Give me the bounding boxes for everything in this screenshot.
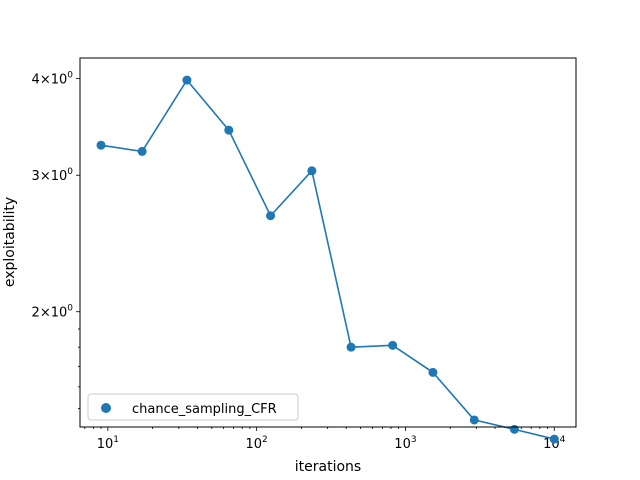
legend: chance_sampling_CFR	[87, 393, 299, 421]
x-tick-label: 102	[246, 435, 268, 452]
data-point	[96, 140, 106, 150]
y-axis: 2×100 3×100 4×100	[32, 70, 80, 409]
plot-frame	[79, 57, 577, 428]
data-point	[266, 211, 276, 221]
data-point	[549, 434, 559, 444]
legend-marker	[101, 403, 111, 413]
data-point	[224, 125, 234, 135]
data-point	[469, 415, 479, 425]
series-layer	[96, 75, 559, 444]
x-axis-label: iterations	[295, 459, 361, 475]
y-axis-label: exploitability	[2, 197, 18, 287]
data-point	[182, 75, 192, 85]
series-line	[100, 78, 555, 440]
data-point	[137, 146, 147, 156]
legend-box	[87, 393, 299, 421]
data-point	[346, 342, 356, 352]
y-tick-label: 3×100	[32, 167, 74, 184]
data-point	[428, 367, 438, 377]
legend-label: chance_sampling_CFR	[132, 402, 277, 417]
data-point	[307, 166, 317, 176]
data-point	[388, 340, 398, 350]
y-tick-label: 4×100	[32, 70, 74, 87]
y-tick-label: 2×100	[32, 304, 74, 321]
x-tick-label: 103	[394, 435, 416, 452]
data-point	[509, 424, 519, 434]
x-axis: 101 102 103 104	[84, 427, 566, 452]
x-tick-label: 101	[97, 435, 119, 452]
